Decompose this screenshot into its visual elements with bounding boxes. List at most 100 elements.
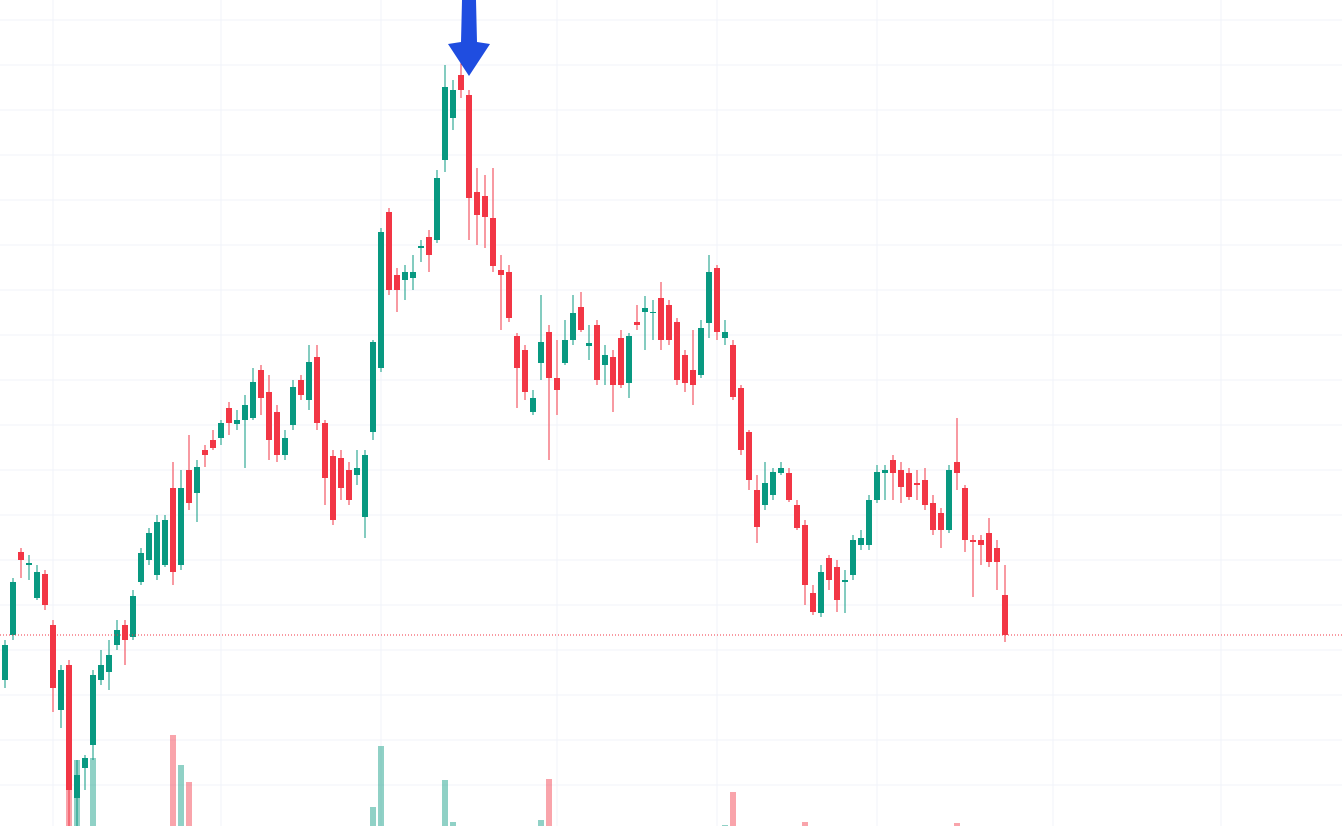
candle-body bbox=[1002, 595, 1008, 635]
candle-body bbox=[10, 582, 16, 635]
candle-body bbox=[618, 338, 624, 385]
candle-body bbox=[890, 460, 896, 473]
candle-body bbox=[866, 500, 872, 545]
candle-body bbox=[714, 268, 720, 332]
candle-body bbox=[178, 488, 184, 565]
volume-bars bbox=[66, 735, 960, 826]
volume-bar bbox=[450, 822, 456, 826]
candle-body bbox=[282, 438, 288, 455]
candle-body bbox=[634, 322, 640, 325]
candle-body bbox=[810, 593, 816, 612]
candle-body bbox=[562, 340, 568, 363]
candle-body bbox=[642, 308, 648, 312]
candle-body bbox=[666, 305, 672, 340]
candle-body bbox=[74, 775, 80, 798]
candle-body bbox=[778, 468, 784, 473]
candle-body bbox=[370, 342, 376, 432]
candle-body bbox=[538, 342, 544, 363]
candle-body bbox=[314, 357, 320, 423]
candle-body bbox=[690, 370, 696, 385]
candle-body bbox=[922, 480, 928, 505]
candle-body bbox=[938, 513, 944, 530]
candle-body bbox=[826, 558, 832, 580]
candle-body bbox=[18, 552, 24, 560]
candle-body bbox=[194, 467, 200, 493]
volume-bar bbox=[370, 807, 376, 826]
candle-body bbox=[2, 645, 8, 680]
candle-body bbox=[34, 572, 40, 598]
candle-body bbox=[450, 90, 456, 118]
candle-body bbox=[906, 473, 912, 497]
candles bbox=[2, 62, 1008, 826]
candle-body bbox=[146, 533, 152, 560]
candle-body bbox=[786, 473, 792, 500]
candle-body bbox=[706, 272, 712, 323]
candle-body bbox=[138, 553, 144, 582]
candle-body bbox=[602, 355, 608, 365]
volume-bar bbox=[730, 792, 736, 826]
candle-body bbox=[530, 398, 536, 412]
candle-body bbox=[66, 665, 72, 790]
candle-body bbox=[850, 540, 856, 575]
candle-body bbox=[418, 246, 424, 248]
volume-bar bbox=[538, 820, 544, 826]
candle-body bbox=[986, 533, 992, 562]
candle-body bbox=[378, 232, 384, 368]
candle-body bbox=[130, 596, 136, 637]
candle-body bbox=[162, 520, 168, 565]
candle-body bbox=[746, 432, 752, 480]
candle-body bbox=[730, 345, 736, 397]
candle-body bbox=[258, 370, 264, 398]
candle-body bbox=[290, 387, 296, 425]
candle-body bbox=[578, 307, 584, 330]
volume-bar bbox=[170, 735, 176, 826]
candle-body bbox=[202, 450, 208, 455]
candle-body bbox=[410, 272, 416, 278]
candle-body bbox=[594, 325, 600, 380]
candle-body bbox=[682, 355, 688, 383]
volume-bar bbox=[546, 779, 552, 826]
candle-body bbox=[242, 405, 248, 420]
candle-body bbox=[674, 322, 680, 380]
candle-body bbox=[834, 567, 840, 600]
candle-body bbox=[346, 470, 352, 500]
candle-body bbox=[698, 328, 704, 375]
candle-body bbox=[442, 87, 448, 160]
candle-body bbox=[650, 312, 656, 313]
candle-body bbox=[898, 470, 904, 487]
candle-body bbox=[570, 313, 576, 340]
volume-bar bbox=[954, 823, 960, 826]
arrow-annotation bbox=[448, 0, 490, 76]
candle-body bbox=[514, 336, 520, 368]
candle-body bbox=[330, 456, 336, 520]
candle-body bbox=[802, 525, 808, 585]
candle-body bbox=[402, 272, 408, 280]
candle-body bbox=[914, 483, 920, 485]
candle-body bbox=[842, 580, 848, 582]
candle-body bbox=[722, 332, 728, 338]
candle-body bbox=[762, 483, 768, 505]
candle-body bbox=[50, 625, 56, 688]
volume-bar bbox=[90, 758, 96, 826]
candle-body bbox=[506, 272, 512, 318]
candle-body bbox=[490, 218, 496, 266]
candle-body bbox=[186, 470, 192, 503]
candle-body bbox=[58, 670, 64, 710]
candle-body bbox=[794, 505, 800, 528]
candle-body bbox=[362, 455, 368, 517]
candle-body bbox=[26, 563, 32, 565]
candle-body bbox=[386, 212, 392, 290]
candle-body bbox=[106, 655, 112, 672]
candle-body bbox=[98, 665, 104, 680]
candle-body bbox=[434, 178, 440, 240]
candle-body bbox=[586, 343, 592, 346]
volume-bar bbox=[178, 765, 184, 826]
candle-body bbox=[522, 350, 528, 392]
candle-body bbox=[610, 357, 616, 385]
candle-body bbox=[858, 538, 864, 545]
candle-body bbox=[354, 468, 360, 475]
candle-body bbox=[266, 392, 272, 440]
candle-body bbox=[306, 362, 312, 400]
candle-body bbox=[970, 540, 976, 542]
